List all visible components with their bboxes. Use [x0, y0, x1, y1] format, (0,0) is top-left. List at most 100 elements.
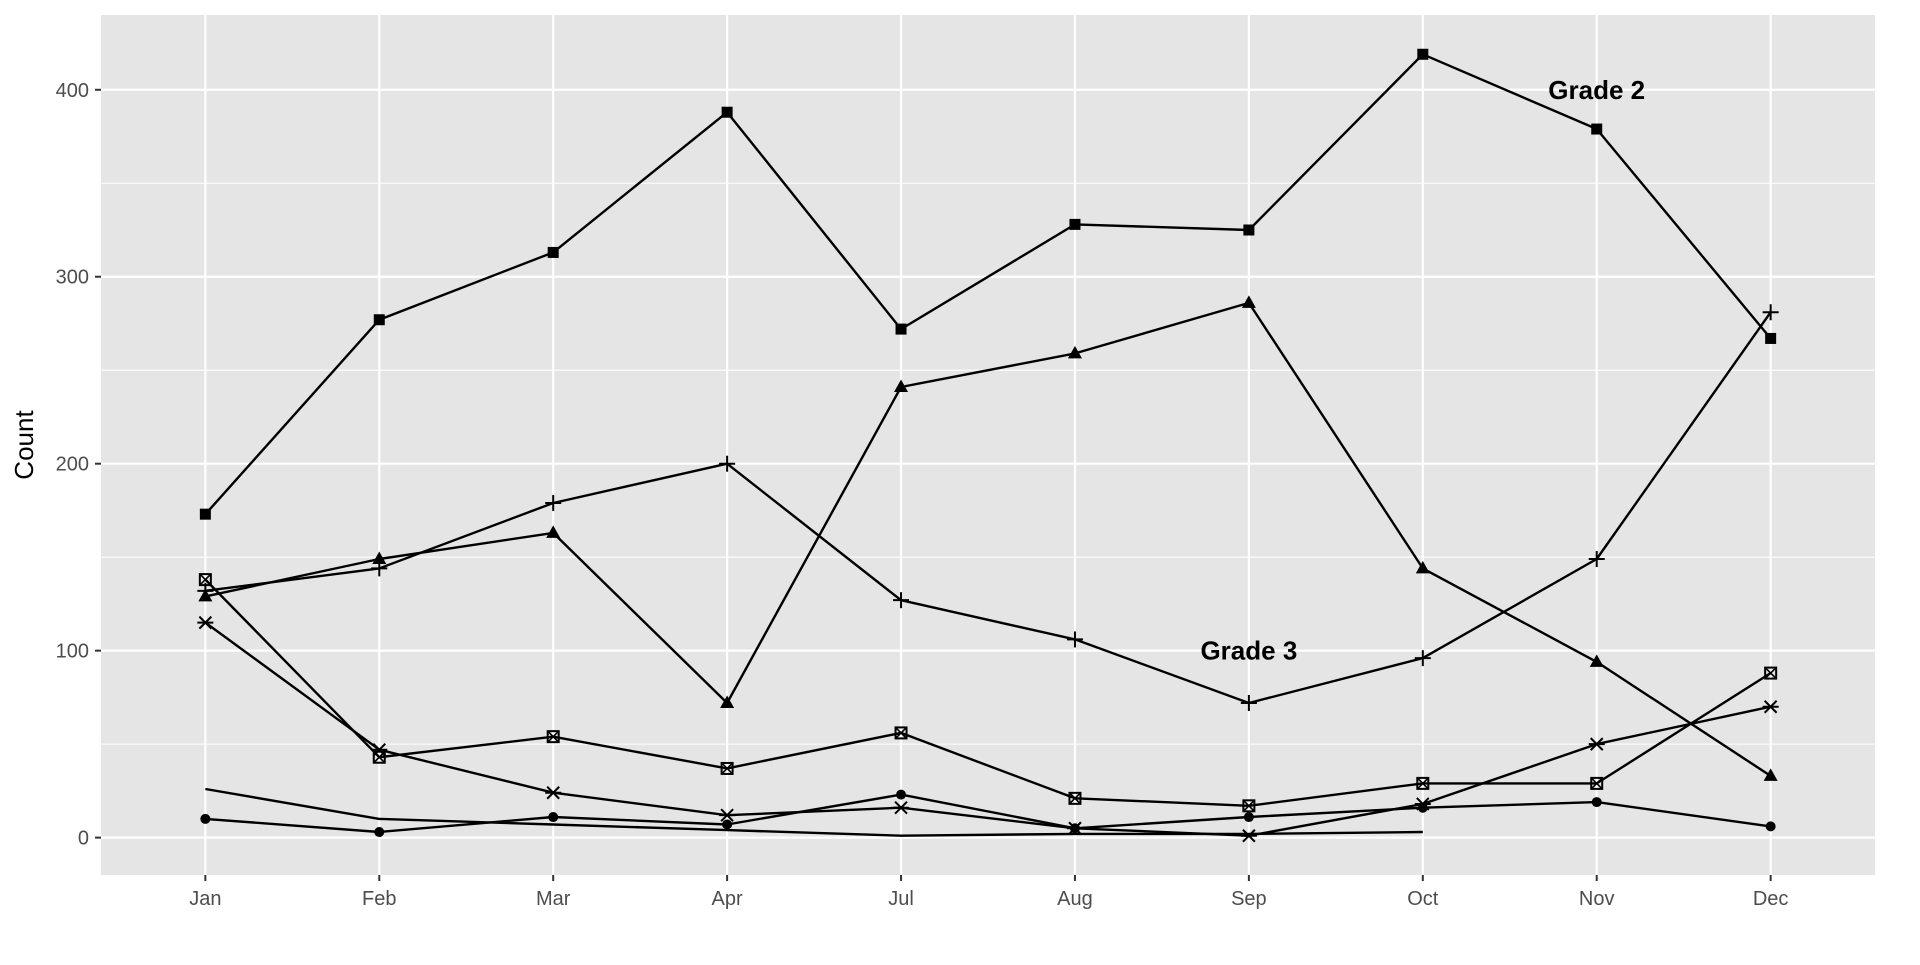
data-point-plus	[1240, 695, 1257, 711]
box-diagonal	[1764, 667, 1777, 680]
data-point-square	[199, 508, 211, 520]
annotation-label: Grade 3	[1200, 636, 1297, 666]
series-line-5	[204, 621, 1771, 837]
x-tick-label: Jul	[888, 888, 914, 910]
data-point-plus	[371, 560, 388, 577]
data-point-plus	[719, 455, 736, 472]
asterisk-stroke	[372, 743, 386, 757]
plot-panel	[101, 15, 1875, 875]
series-line-1	[204, 53, 1772, 515]
data-point-circle	[548, 812, 559, 823]
data-point-circle	[896, 789, 907, 800]
x-tick-label: Nov	[1579, 888, 1615, 910]
x-tick-label: Mar	[536, 888, 571, 910]
data-point-square	[721, 106, 733, 118]
box-diagonal	[1416, 777, 1429, 790]
data-point-square	[1243, 224, 1255, 236]
y-tick-label: 400	[56, 80, 89, 102]
data-point-triangle	[1589, 654, 1604, 667]
data-point-triangle	[1763, 768, 1778, 781]
asterisk-stroke	[1590, 737, 1604, 751]
box-diagonal	[721, 762, 734, 775]
data-point-triangle	[720, 695, 735, 708]
data-point-square	[547, 246, 559, 258]
series-line-7	[205, 787, 1423, 837]
grid-major	[101, 15, 1875, 875]
series-points	[197, 48, 1779, 843]
data-point-square-x	[894, 726, 908, 740]
data-point-triangle	[894, 379, 909, 393]
data-point-square	[1591, 123, 1603, 135]
box-stroke	[1068, 791, 1082, 805]
y-axis: 0 100 200 300 400	[56, 80, 101, 850]
x-tick-label: Oct	[1407, 888, 1439, 910]
y-tick-label: 0	[78, 828, 89, 850]
data-point-circle	[722, 819, 733, 830]
x-tick-label: Feb	[362, 888, 396, 910]
data-point-plus	[1588, 551, 1605, 568]
asterisk-stroke	[1242, 829, 1256, 843]
asterisk-stroke	[546, 786, 560, 800]
x-tick-label: Apr	[712, 888, 743, 910]
data-point-plus	[1066, 631, 1083, 648]
data-point-circle	[1069, 823, 1080, 834]
box-stroke	[1416, 776, 1430, 790]
y-tick-label: 100	[56, 641, 89, 663]
box-stroke	[1764, 666, 1778, 680]
data-point-circle	[1591, 797, 1602, 808]
box-diagonal	[1242, 799, 1255, 812]
box-stroke	[546, 730, 560, 744]
data-point-asterisk	[1588, 737, 1605, 751]
data-point-circle	[1243, 812, 1254, 823]
data-point-plus	[1762, 304, 1779, 321]
x-tick-label: Dec	[1753, 888, 1789, 910]
data-point-square	[1765, 332, 1777, 344]
data-point-circle	[374, 827, 385, 837]
y-axis-title: Count	[9, 410, 39, 480]
y-tick-label: 200	[56, 454, 89, 476]
annotation-label: Grade 2	[1548, 75, 1645, 105]
data-point-asterisk	[1240, 829, 1257, 843]
data-point-circle	[200, 813, 211, 824]
data-point-square-x	[1764, 666, 1778, 680]
asterisk-stroke	[1763, 700, 1778, 714]
data-point-triangle	[1241, 295, 1256, 308]
series-line-4	[204, 578, 1772, 807]
x-tick-label: Sep	[1231, 888, 1267, 910]
data-point-asterisk	[197, 615, 214, 630]
data-point-square-x	[198, 573, 212, 587]
data-point-asterisk	[371, 743, 388, 757]
data-point-asterisk	[893, 800, 910, 815]
x-tick-label: Aug	[1057, 888, 1093, 910]
data-point-asterisk	[719, 808, 736, 822]
data-point-asterisk	[545, 786, 562, 800]
box-stroke	[720, 761, 734, 775]
y-tick-label: 300	[56, 267, 89, 289]
data-point-square-x	[1242, 799, 1256, 813]
data-point-asterisk	[1762, 700, 1779, 714]
x-axis: Jan Feb Mar Apr Jul Aug Sep Oct Nov Dec	[189, 875, 1788, 910]
x-tick-label: Jan	[189, 888, 221, 910]
asterisk-stroke	[198, 615, 213, 630]
data-point-square	[373, 314, 385, 326]
box-diagonal	[1068, 792, 1082, 805]
data-point-triangle	[1067, 345, 1082, 359]
data-point-plus	[1414, 650, 1431, 667]
series-line-3	[205, 311, 1772, 705]
data-point-circle	[1765, 821, 1776, 832]
data-point-square	[1417, 48, 1429, 60]
data-point-square-x	[1590, 776, 1604, 790]
box-stroke	[1590, 776, 1604, 790]
series-line-2	[205, 301, 1772, 777]
box-stroke	[372, 750, 386, 764]
data-point-square-x	[720, 761, 734, 775]
data-point-square	[1069, 218, 1081, 230]
data-point-circle	[1417, 802, 1428, 813]
data-point-square-x	[1416, 776, 1430, 790]
box-stroke	[198, 573, 212, 587]
box-diagonal	[894, 726, 908, 739]
asterisk-stroke	[894, 800, 908, 815]
data-point-triangle	[372, 551, 387, 565]
